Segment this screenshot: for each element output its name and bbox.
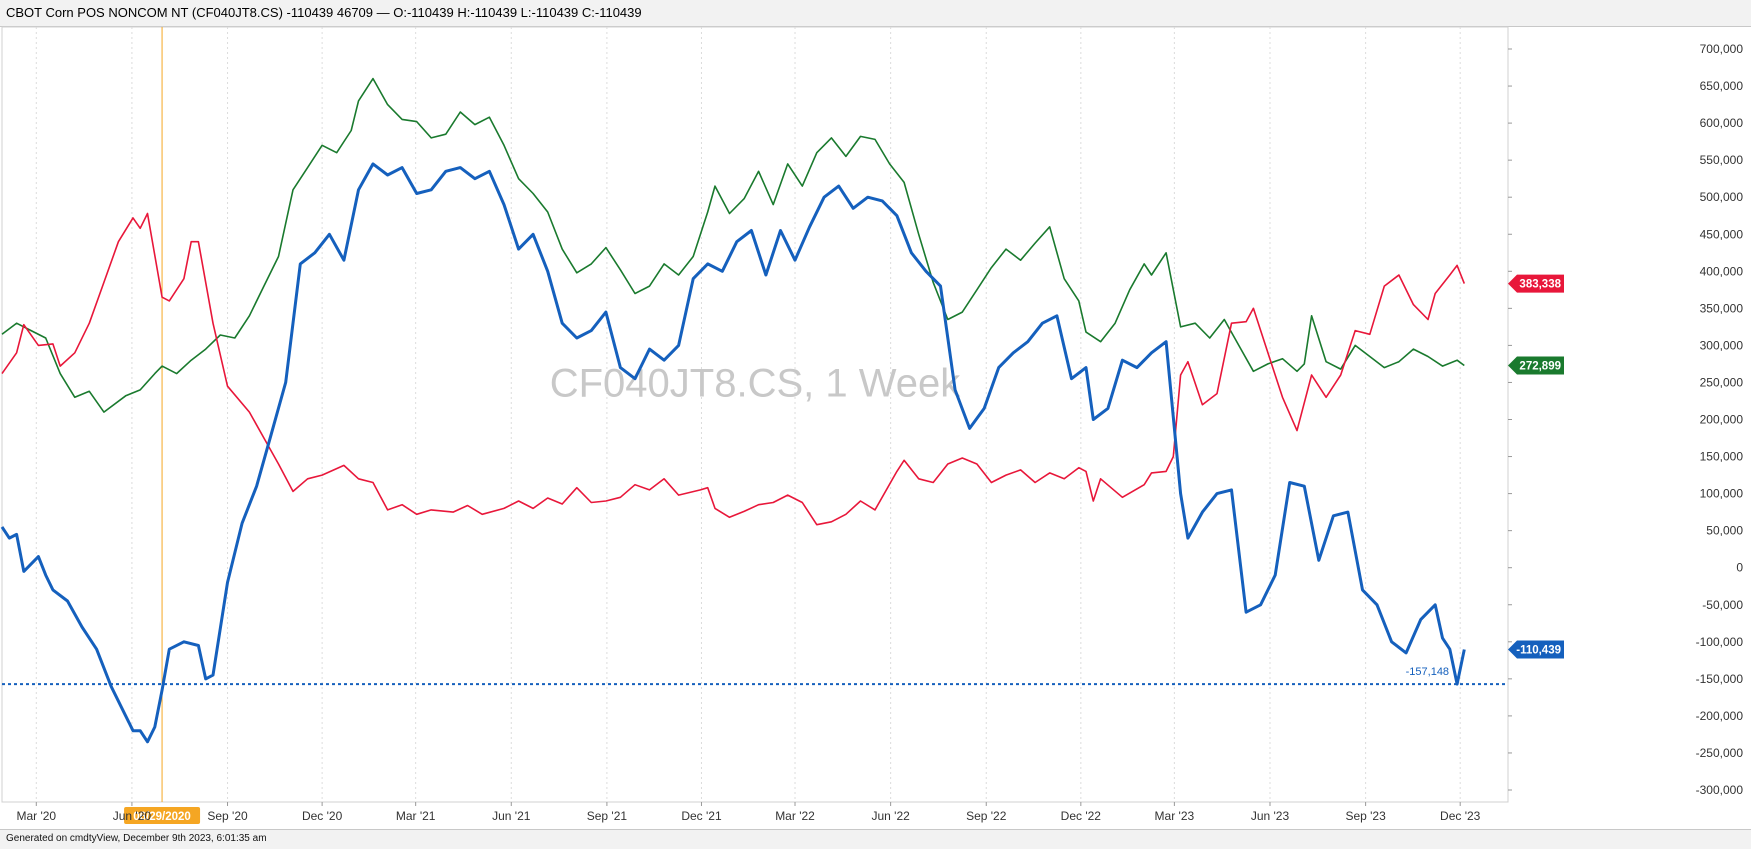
last-value-tag-text: 383,338 — [1519, 279, 1561, 291]
last-value-tag-text: 272,899 — [1519, 360, 1561, 372]
last-value-tag-bg — [1508, 356, 1564, 375]
x-tick-label: Sep '21 — [587, 809, 628, 823]
y-tick-label: -50,000 — [1702, 598, 1743, 612]
y-tick-label: 250,000 — [1700, 375, 1744, 389]
footer-bar: Generated on cmdtyView, December 9th 202… — [0, 829, 1751, 849]
y-tick-label: 500,000 — [1700, 190, 1744, 204]
x-tick-label: Mar '23 — [1155, 809, 1195, 823]
y-tick-label: 650,000 — [1700, 79, 1744, 93]
y-tick-label: 300,000 — [1700, 338, 1744, 352]
x-tick-label: Mar '21 — [396, 809, 436, 823]
x-tick-label: Mar '20 — [16, 809, 56, 823]
x-tick-label: Jun '20 — [113, 809, 152, 823]
y-tick-label: 50,000 — [1706, 524, 1743, 538]
y-tick-label: -100,000 — [1696, 635, 1744, 649]
series-line-0 — [1, 212, 1466, 526]
series-line-2 — [0, 162, 1466, 744]
x-tick-label: Jun '22 — [871, 809, 910, 823]
x-tick-label: Dec '21 — [681, 809, 722, 823]
last-value-tag-0: 383,338 — [1508, 274, 1564, 293]
y-axis: 700,000 650,000 600,000 550,000 500,000 450,0… — [1508, 42, 1743, 797]
crosshair-date-label: 06/29/2020 — [133, 811, 191, 823]
x-tick-label: Jun '23 — [1251, 809, 1290, 823]
crosshair-date-box — [124, 807, 201, 824]
x-tick-label: Sep '20 — [207, 809, 248, 823]
y-tick-label: 350,000 — [1700, 301, 1744, 315]
y-tick-label: -250,000 — [1696, 746, 1744, 760]
y-tick-label: 700,000 — [1700, 42, 1744, 56]
generated-note: Generated on cmdtyView, December 9th 202… — [6, 833, 267, 844]
x-tick-label: Dec '20 — [302, 809, 343, 823]
y-tick-label: -200,000 — [1696, 709, 1744, 723]
min-value-label: -157,148 — [1406, 666, 1449, 678]
x-axis: Mar '20 Jun '20 Sep '20 Dec '20 Mar '21 Jun '… — [16, 802, 1481, 823]
last-value-tag-1: 272,899 — [1508, 356, 1564, 375]
last-value-tag-text: -110,439 — [1516, 645, 1561, 657]
y-tick-label: 200,000 — [1700, 413, 1744, 427]
y-tick-label: -300,000 — [1696, 783, 1744, 797]
series-line-1 — [1, 77, 1465, 413]
x-tick-label: Sep '23 — [1345, 809, 1386, 823]
y-tick-label: 550,000 — [1700, 153, 1744, 167]
last-value-tag-bg — [1508, 274, 1564, 293]
last-value-tag-bg — [1508, 640, 1564, 659]
x-tick-label: Dec '23 — [1440, 809, 1481, 823]
y-tick-label: 150,000 — [1700, 450, 1744, 464]
chart-title: CBOT Corn POS NONCOM NT (CF040JT8.CS) -1… — [6, 5, 642, 20]
y-tick-label: 450,000 — [1700, 227, 1744, 241]
last-value-tag-2: -110,439 — [1508, 640, 1564, 659]
x-tick-label: Jun '21 — [492, 809, 531, 823]
x-tick-label: Mar '22 — [775, 809, 815, 823]
y-tick-label: -150,000 — [1696, 672, 1744, 686]
series-lines: -157,148 — [0, 77, 1466, 744]
y-tick-label: 400,000 — [1700, 264, 1744, 278]
chart-watermark: CF040JT8.CS, 1 Week — [550, 361, 962, 405]
y-tick-label: 0 — [1736, 561, 1743, 575]
x-tick-label: Sep '22 — [966, 809, 1007, 823]
y-tick-label: 100,000 — [1700, 487, 1744, 501]
crosshair: 06/29/2020 — [124, 27, 201, 824]
plot-border — [1, 26, 1509, 803]
y-tick-label: 600,000 — [1700, 116, 1744, 130]
plot-frame — [1, 26, 1509, 803]
x-tick-label: Dec '22 — [1061, 809, 1102, 823]
last-value-tags: 383,338 272,899 -110,439 — [1508, 274, 1564, 659]
